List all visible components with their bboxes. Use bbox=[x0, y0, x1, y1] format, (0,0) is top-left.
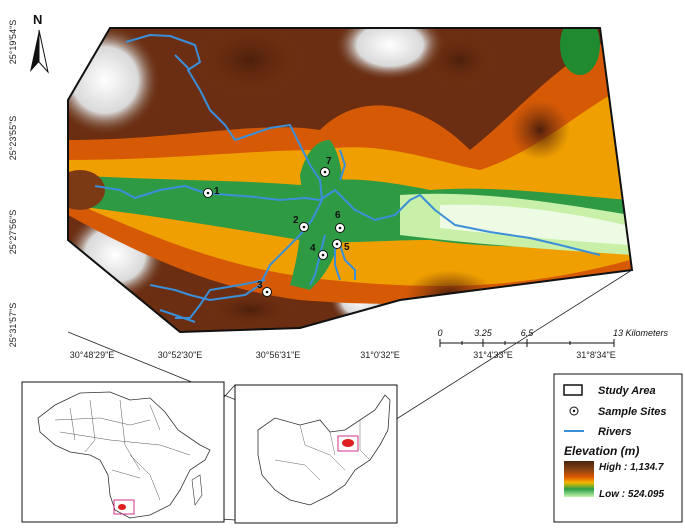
north-arrow-icon: N bbox=[30, 12, 49, 74]
river-east-branch bbox=[339, 149, 346, 181]
longitude-labels: 30°48'29"E 30°52'30"E 30°56'31"E 31°0'32… bbox=[70, 350, 616, 360]
north-label: N bbox=[33, 12, 42, 27]
river-south3 bbox=[339, 244, 356, 280]
river-main-east bbox=[319, 189, 601, 256]
scale-tick-label: 6.5 bbox=[521, 328, 535, 338]
legend-rivers: Rivers bbox=[564, 426, 632, 438]
sample-site-4: 4 bbox=[310, 243, 328, 260]
latitude-labels: 25°19'54"S 25°23'55"S 25°27'56"S 25°31'5… bbox=[8, 20, 18, 348]
sample-site-label: 1 bbox=[214, 186, 220, 197]
legend-study-area-label: Study Area bbox=[598, 385, 656, 397]
elevation-color-ramp bbox=[564, 461, 594, 497]
longitude-label: 31°8'34"E bbox=[576, 350, 616, 360]
legend: Study Area Sample Sites Rivers Elevation… bbox=[553, 373, 683, 523]
sample-site-3: 3 bbox=[257, 280, 272, 297]
sample-site-label: 3 bbox=[257, 280, 263, 291]
legend-sample-sites-label: Sample Sites bbox=[598, 406, 666, 418]
river-north-branch bbox=[174, 54, 191, 71]
sample-sites: 1 2 3 4 5 6 7 bbox=[203, 156, 350, 297]
longitude-label: 30°48'29"E bbox=[70, 350, 115, 360]
sample-site-label: 5 bbox=[344, 242, 350, 253]
sample-site-6: 6 bbox=[335, 210, 345, 233]
legend-sample-sites: Sample Sites bbox=[569, 406, 666, 418]
longitude-label: 30°52'30"E bbox=[158, 350, 203, 360]
latitude-label: 25°19'54"S bbox=[8, 20, 18, 65]
sample-site-label: 7 bbox=[326, 156, 332, 167]
legend-elevation-title: Elevation (m) bbox=[564, 444, 639, 458]
inset-locator-box bbox=[113, 499, 135, 515]
river-south4 bbox=[334, 245, 341, 281]
africa-outline bbox=[37, 391, 211, 519]
river-southwest2 bbox=[159, 309, 196, 323]
sample-site-5: 5 bbox=[332, 239, 350, 253]
study-locator-box bbox=[337, 435, 359, 452]
legend-rivers-label: Rivers bbox=[598, 426, 632, 438]
longitude-label: 31°4'33"E bbox=[473, 350, 513, 360]
river-north bbox=[125, 34, 323, 201]
elevation-raster bbox=[68, 28, 632, 332]
river-south2 bbox=[309, 234, 326, 286]
sample-site-label: 4 bbox=[310, 243, 316, 254]
africa-inset bbox=[21, 381, 225, 523]
sample-site-label: 6 bbox=[335, 210, 341, 221]
country-inset bbox=[234, 384, 398, 524]
scale-tick-label: 0 bbox=[437, 328, 442, 338]
legend-high-label: High : 1,134.7 bbox=[599, 462, 664, 473]
longitude-label: 31°0'32"E bbox=[360, 350, 400, 360]
sample-site-7: 7 bbox=[320, 156, 332, 177]
scale-tick-label: 13 Kilometers bbox=[613, 328, 669, 338]
latitude-label: 25°23'55"S bbox=[8, 116, 18, 161]
study-area-outline bbox=[67, 27, 634, 334]
latitude-label: 25°31'57"S bbox=[8, 303, 18, 348]
legend-low-label: Low : 524.095 bbox=[599, 489, 664, 500]
scale-bar: 0 3.25 6.5 13 Kilometers bbox=[437, 328, 669, 347]
legend-study-area: Study Area bbox=[563, 384, 656, 397]
sample-site-label: 2 bbox=[293, 215, 299, 226]
latitude-label: 25°27'56"S bbox=[8, 210, 18, 255]
longitude-label: 30°56'31"E bbox=[256, 350, 301, 360]
sample-site-2: 2 bbox=[293, 215, 309, 232]
sample-site-1: 1 bbox=[203, 186, 220, 198]
river-southwest bbox=[175, 279, 266, 319]
scale-tick-label: 3.25 bbox=[474, 328, 493, 338]
country-outline bbox=[257, 394, 391, 506]
